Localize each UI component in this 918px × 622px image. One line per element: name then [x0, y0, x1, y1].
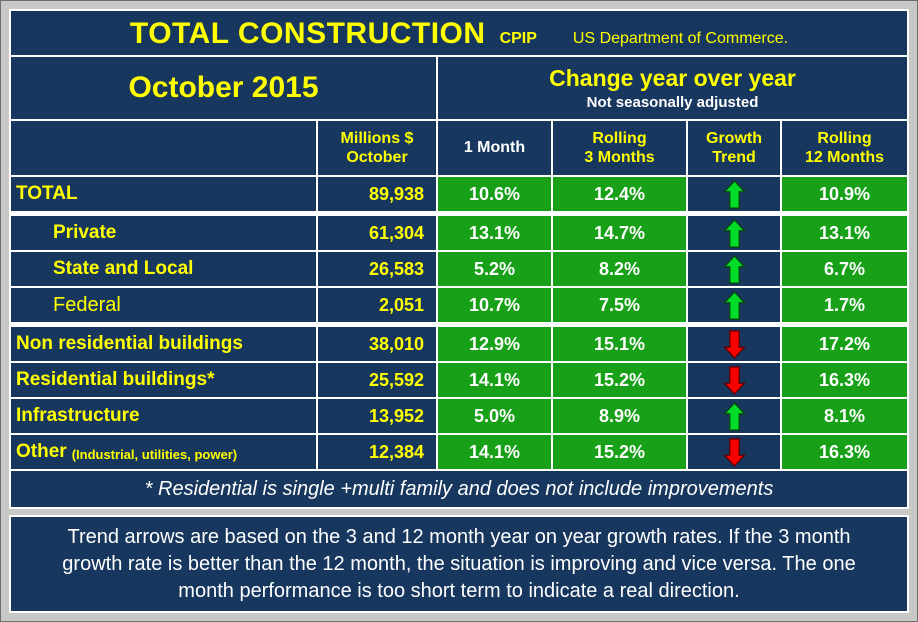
rolling-12-value: 17.2%	[782, 327, 907, 361]
thick-separator	[11, 324, 907, 325]
rolling-12-value: 13.1%	[782, 216, 907, 250]
up-arrow-icon	[722, 254, 746, 284]
row-label-private: Private	[11, 216, 316, 250]
column-header-millions: Millions $ October	[318, 121, 436, 175]
one-month-value: 10.7%	[438, 288, 551, 322]
rolling-3-value: 15.2%	[553, 363, 686, 397]
column-header-growth-trend: Growth Trend	[688, 121, 780, 175]
one-month-value: 5.2%	[438, 252, 551, 286]
explanation-block: Trend arrows are based on the 3 and 12 m…	[9, 515, 909, 613]
rolling-3-value: 14.7%	[553, 216, 686, 250]
up-arrow-icon	[722, 179, 746, 209]
change-subheader: Not seasonally adjusted	[586, 94, 759, 111]
row-label-residential: Residential buildings*	[11, 363, 316, 397]
millions-value: 2,051	[318, 288, 436, 322]
millions-value: 89,938	[318, 177, 436, 211]
up-arrow-icon	[722, 218, 746, 248]
one-month-value: 5.0%	[438, 399, 551, 433]
down-arrow-icon	[722, 437, 746, 467]
rolling-3-value: 12.4%	[553, 177, 686, 211]
title-bar: TOTAL CONSTRUCTION CPIP US Department of…	[11, 11, 907, 55]
title-source: US Department of Commerce.	[572, 30, 789, 47]
explanation-text: Trend arrows are based on the 3 and 12 m…	[62, 525, 856, 602]
footnote: * Residential is single +multi family an…	[11, 471, 907, 507]
millions-value: 61,304	[318, 216, 436, 250]
construction-table: TOTAL CONSTRUCTION CPIP US Department of…	[9, 9, 909, 509]
column-header-one-month: 1 Month	[438, 121, 551, 175]
column-header-rolling-12: Rolling 12 Months	[782, 121, 907, 175]
rolling-12-value: 16.3%	[782, 435, 907, 469]
rolling-3-value: 8.2%	[553, 252, 686, 286]
period-cell: October 2015	[11, 57, 436, 119]
column-header-rolling-3: Rolling 3 Months	[553, 121, 686, 175]
row-label-non-residential: Non residential buildings	[11, 327, 316, 361]
one-month-value: 12.9%	[438, 327, 551, 361]
title-acronym: CPIP	[499, 30, 537, 47]
millions-value: 26,583	[318, 252, 436, 286]
period-label: October 2015	[128, 71, 319, 104]
up-arrow-icon	[722, 290, 746, 320]
row-label-state-local: State and Local	[11, 252, 316, 286]
rolling-3-value: 15.2%	[553, 435, 686, 469]
rolling-3-value: 8.9%	[553, 399, 686, 433]
one-month-value: 14.1%	[438, 435, 551, 469]
trend-cell	[688, 177, 780, 211]
trend-cell	[688, 327, 780, 361]
column-header-blank	[11, 121, 316, 175]
one-month-value: 10.6%	[438, 177, 551, 211]
down-arrow-icon	[722, 329, 746, 359]
change-header-cell: Change year over year Not seasonally adj…	[438, 57, 907, 119]
trend-cell	[688, 288, 780, 322]
trend-cell	[688, 252, 780, 286]
trend-cell	[688, 399, 780, 433]
rolling-12-value: 16.3%	[782, 363, 907, 397]
rolling-12-value: 1.7%	[782, 288, 907, 322]
row-label-infrastructure: Infrastructure	[11, 399, 316, 433]
one-month-value: 14.1%	[438, 363, 551, 397]
down-arrow-icon	[722, 365, 746, 395]
thick-separator	[11, 213, 907, 214]
rolling-12-value: 10.9%	[782, 177, 907, 211]
up-arrow-icon	[722, 401, 746, 431]
trend-cell	[688, 363, 780, 397]
millions-value: 38,010	[318, 327, 436, 361]
rolling-12-value: 8.1%	[782, 399, 907, 433]
page-title: TOTAL CONSTRUCTION	[129, 17, 486, 50]
change-header: Change year over year	[549, 65, 796, 91]
row-label-federal: Federal	[11, 288, 316, 322]
row-label-total: TOTAL	[11, 177, 316, 211]
row-label-other-note: (Industrial, utilities, power)	[71, 446, 238, 462]
rolling-12-value: 6.7%	[782, 252, 907, 286]
rolling-3-value: 15.1%	[553, 327, 686, 361]
one-month-value: 13.1%	[438, 216, 551, 250]
rolling-3-value: 7.5%	[553, 288, 686, 322]
millions-value: 12,384	[318, 435, 436, 469]
row-label-other: Other (Industrial, utilities, power)	[11, 435, 316, 469]
millions-value: 13,952	[318, 399, 436, 433]
millions-value: 25,592	[318, 363, 436, 397]
trend-cell	[688, 435, 780, 469]
trend-cell	[688, 216, 780, 250]
